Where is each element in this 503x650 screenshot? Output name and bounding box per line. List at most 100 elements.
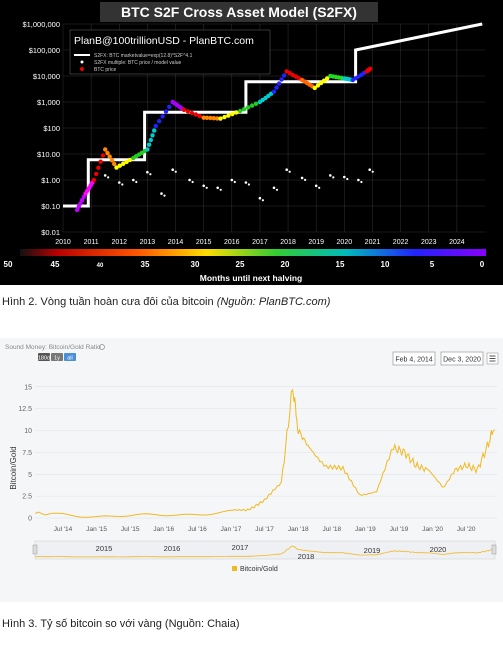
y-tick-label: $1.00 (41, 176, 60, 185)
date-to-input[interactable]: Dec 3, 2020 (440, 351, 484, 366)
colorbar-tick-label: 0 (480, 260, 485, 269)
colorbar-title: Months until next halving (200, 273, 302, 283)
legend-price: BTC price (94, 67, 116, 73)
s2fx-model-line (63, 22, 483, 208)
btc-price-point (193, 112, 198, 117)
legend-multiple-swatch (80, 60, 84, 64)
s2fx-multiple-point (332, 176, 335, 179)
btc-price-point (107, 154, 112, 159)
btc-price-point (91, 177, 97, 183)
x-tick-label: 2013 (140, 239, 156, 246)
x-tick-label: Jan '16 (153, 526, 174, 533)
s2fx-multiple-point (329, 174, 332, 177)
s2fx-multiple-point (216, 186, 219, 190)
btc-price-point (253, 101, 259, 107)
btc-price-point (234, 110, 239, 115)
legend-label[interactable]: Bitcoin/Gold (240, 566, 278, 573)
btc-price-point (103, 147, 108, 152)
btc-price-point (218, 116, 223, 121)
btc-price-point (79, 198, 85, 203)
s2fx-multiple-point (360, 180, 363, 184)
zoom-180d-button[interactable]: 180d (38, 353, 50, 362)
btc-price-point (281, 73, 287, 78)
btc-price-point (315, 83, 321, 88)
navigator-right-handle[interactable] (491, 544, 497, 555)
s2fx-multiple-point (247, 183, 250, 186)
info-icon[interactable] (99, 344, 105, 350)
btc-price-point (157, 119, 162, 124)
x-tick-label: 2016 (224, 239, 240, 246)
s2fx-multiple-point (202, 184, 205, 188)
btc-price-point (109, 158, 115, 163)
caption-2-main: Hình 3. Tỷ số bitcoin so với vàng (Nguồn… (2, 618, 240, 630)
btc-price-point (312, 85, 317, 91)
colorbar-tick-label: 5 (430, 260, 435, 269)
colorbar-tick-label: 50 (4, 260, 13, 269)
s2fx-multiple-point (118, 181, 121, 184)
btc-price-point (204, 115, 210, 121)
svg-text:180d: 180d (38, 356, 50, 362)
btc-price-point (226, 113, 231, 118)
s2fx-multiple-point (230, 178, 234, 182)
s2fx-multiple-point (163, 194, 166, 197)
legend-model: S2FX: BTC marketvalue=exp(12.8)*S2F^4.1 (94, 53, 193, 59)
colorbar-tick-label: 20 (281, 260, 290, 269)
y-tick-label: $100,000 (29, 46, 60, 55)
x-tick-label: 2012 (111, 239, 127, 246)
y-tick-label: $1,000 (37, 98, 60, 107)
caption-1-source: (Nguồn: PlanBTC.com) (216, 296, 331, 308)
x-tick-label: Jan '19 (355, 526, 376, 533)
colorbar-tick-label: 40 (97, 263, 104, 269)
btc-price-point (112, 161, 117, 167)
s2fx-multiple-point (171, 168, 174, 171)
y-tick-label: 15 (24, 384, 32, 391)
navigator-left-handle[interactable] (32, 544, 38, 555)
date-from-input[interactable]: Feb 4, 2014 (392, 351, 436, 366)
caption-1: Hình 2. Vòng tuần hoàn cưa đôi của bitco… (2, 296, 330, 308)
chart-header: Sound Money: Bitcoin/Gold Ratio (5, 344, 101, 351)
navigator-line (34, 545, 495, 558)
navigator-year-label: 2020 (430, 545, 447, 554)
x-tick-label: Jan '15 (86, 526, 107, 533)
navigator-year-label: 2015 (96, 544, 113, 553)
btc-price-point (127, 157, 133, 163)
x-tick-label: Jul '16 (188, 526, 207, 533)
x-tick-label: 2010 (55, 239, 71, 246)
btc-price-point (153, 123, 158, 129)
s2fx-plot: $1,000,000 $100,000 $10,000 $1,000 $100 $10.0… (4, 20, 486, 283)
btc-price-point (201, 115, 206, 120)
btc-price-point (117, 163, 123, 168)
svg-text:1y: 1y (54, 356, 60, 362)
legend-box (69, 29, 271, 75)
s2fx-multiple-point (107, 176, 110, 179)
btc-price-point (96, 165, 101, 170)
btc-price-point (160, 114, 165, 119)
btc-price-point (150, 133, 155, 138)
x-tick-label: 2018 (280, 239, 296, 246)
s2fx-multiple-point (314, 184, 318, 188)
s2fx-multiple-point (371, 170, 374, 173)
s2fx-multiple-point (285, 168, 289, 171)
s2fx-multiple-point (135, 180, 138, 184)
btc-price-point (325, 76, 330, 81)
btc-price-point (181, 107, 187, 113)
zoom-1y-button[interactable]: 1y (51, 353, 63, 362)
colorbar-tick-label: 30 (191, 260, 200, 269)
btc-price-point (74, 207, 80, 213)
colorbar-tick-label: 25 (236, 260, 245, 269)
btc-price-point (215, 116, 220, 121)
colorbar-tick-label: 10 (381, 260, 390, 269)
y-axis-label: Bitcoin/Gold (9, 446, 18, 489)
s2fx-multiple-point (233, 180, 236, 184)
zoom-all-button[interactable]: all (64, 353, 76, 362)
menu-icon[interactable] (486, 352, 499, 365)
x-tick-label: 2020 (337, 239, 353, 246)
btc-price-point (121, 161, 126, 166)
s2fx-multiple-point (357, 178, 360, 182)
btc-price-point (368, 66, 373, 72)
s2fx-multiple-point (174, 170, 177, 173)
colorbar-tick-label: 15 (336, 260, 345, 269)
navigator-year-label: 2016 (164, 544, 181, 553)
btc-price-point (271, 89, 277, 94)
s2fx-multiple-point (132, 178, 135, 182)
